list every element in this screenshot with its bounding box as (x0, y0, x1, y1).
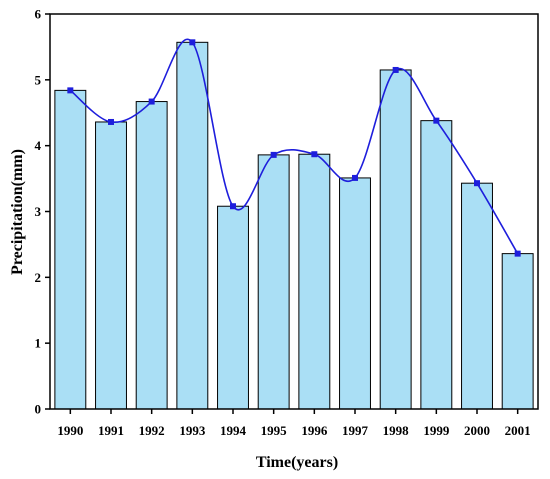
bar-1992 (135, 101, 168, 410)
point-1992 (148, 98, 155, 105)
bar-1998 (379, 69, 412, 410)
x-tick-label: 1990 (57, 423, 83, 438)
point-1999 (433, 117, 440, 124)
x-tick-label: 1991 (98, 423, 124, 438)
point-1996 (311, 151, 318, 158)
x-tick-label: 1994 (220, 423, 247, 438)
y-axis-title: Precipitation(mm) (9, 149, 26, 275)
bar-1990 (54, 89, 87, 410)
y-tick-label: 4 (35, 138, 42, 153)
x-tick-label: 1995 (261, 423, 288, 438)
point-1993 (189, 39, 196, 46)
y-tick-label: 3 (35, 204, 42, 219)
y-tick-label: 5 (35, 72, 42, 87)
point-1995 (270, 151, 277, 158)
bar-1993 (176, 41, 209, 410)
bar-2001 (501, 253, 534, 410)
x-tick-label: 1998 (383, 423, 410, 438)
bar-1997 (339, 177, 371, 410)
x-tick-label: 1996 (301, 423, 328, 438)
tick-labels: 0 1 2 3 4 5 6 1990 1991 1992 1993 1994 1995 1996 1997 1… (35, 7, 531, 439)
point-1991 (108, 118, 114, 125)
x-axis-title: Time(years) (256, 454, 338, 471)
y-tick-label: 2 (35, 270, 42, 285)
point-1998 (392, 66, 399, 73)
point-2001 (514, 250, 521, 257)
y-tick-label: 0 (35, 402, 42, 417)
x-tick-label: 2001 (505, 423, 531, 438)
y-tick-label: 6 (35, 7, 42, 22)
axes (45, 13, 539, 414)
x-tick-label: 1997 (342, 423, 369, 438)
x-tick-label: 1993 (179, 423, 206, 438)
y-tick-label: 1 (35, 336, 42, 351)
bar-1996 (298, 153, 331, 410)
bar-1999 (420, 120, 453, 410)
line-series (67, 38, 521, 257)
point-1994 (230, 203, 236, 210)
point-2000 (474, 180, 480, 187)
x-tick-label: 2000 (464, 423, 490, 438)
bar-1991 (95, 121, 127, 410)
bar-1994 (217, 205, 249, 410)
bar-1995 (257, 154, 290, 410)
bar-2000 (461, 182, 493, 410)
point-1990 (67, 87, 74, 94)
bar-series (54, 41, 534, 410)
x-tick-label: 1992 (139, 423, 165, 438)
x-tick-label: 1999 (423, 423, 450, 438)
point-1997 (352, 174, 358, 181)
